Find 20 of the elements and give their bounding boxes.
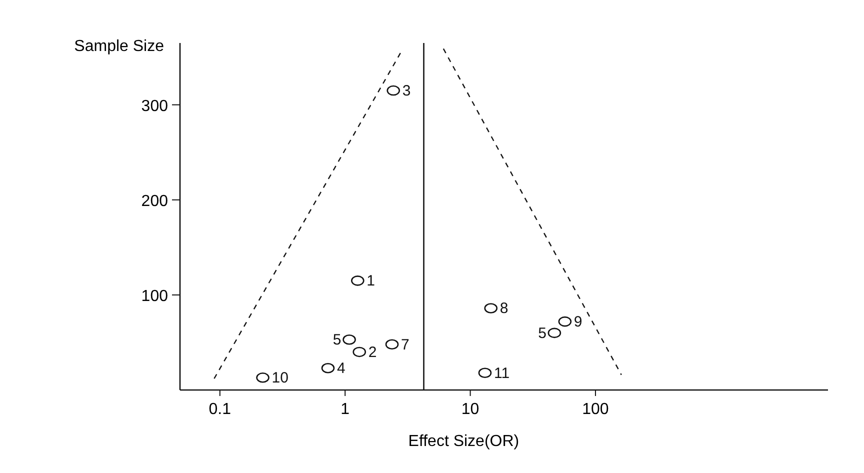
- annotation: 11: [494, 364, 510, 382]
- annotation: 1: [366, 272, 376, 290]
- x-tick-label: 10: [461, 401, 480, 418]
- y-tick-label: 200: [141, 192, 168, 210]
- annotation: 5: [332, 332, 342, 349]
- annotation: 7: [401, 336, 410, 354]
- annotation: 4: [336, 360, 346, 378]
- annotation: 5: [538, 324, 546, 342]
- y-axis-title: Sample Size: [74, 38, 164, 55]
- x-tick-label: 100: [582, 401, 609, 418]
- x-tick-label: 0.1: [208, 401, 232, 418]
- annotation: 9: [574, 314, 582, 331]
- y-tick-label: 300: [141, 98, 168, 115]
- annotation: 10: [272, 370, 288, 387]
- annotation: 8: [500, 300, 508, 318]
- x-tick-label: 1: [340, 401, 350, 418]
- y-tick-label: 100: [141, 288, 168, 305]
- annotation: 3: [402, 82, 411, 100]
- x-axis-title: Effect Size(OR): [408, 433, 520, 450]
- annotation: 2: [368, 344, 377, 361]
